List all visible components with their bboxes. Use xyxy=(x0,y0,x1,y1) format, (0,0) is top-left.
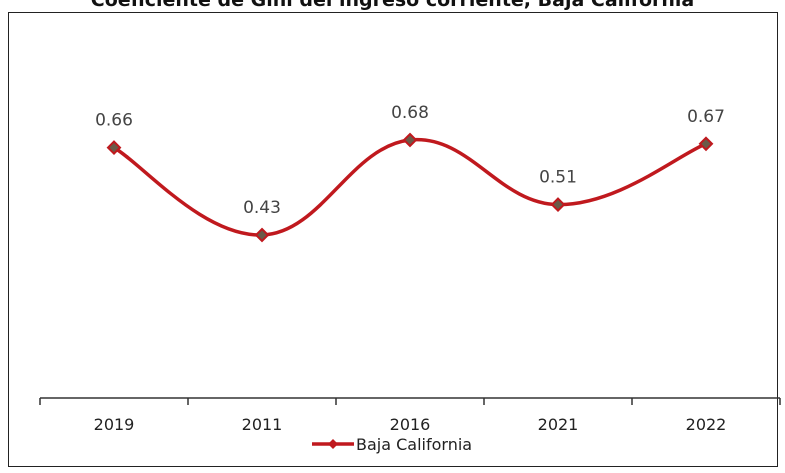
data-point-marker xyxy=(550,197,566,213)
marker-layer xyxy=(106,132,714,243)
x-tick-label: 2019 xyxy=(94,415,135,434)
data-label: 0.43 xyxy=(243,198,281,218)
chart-title: Coeficiente de Gini del ingreso corrient… xyxy=(90,0,695,11)
data-point-marker xyxy=(698,136,714,152)
legend-marker-swatch xyxy=(328,439,338,449)
x-axis: 2019 2011 2016 2021 2022 xyxy=(39,397,781,434)
x-tick-label: 2021 xyxy=(538,415,579,434)
series-line-baja-california xyxy=(112,138,708,237)
data-label: 0.66 xyxy=(95,111,133,131)
legend[interactable]: Baja California xyxy=(312,435,472,454)
chart-frame xyxy=(8,12,778,467)
x-tick-label: 2016 xyxy=(390,415,431,434)
data-label-layer: 0.66 0.43 0.68 0.51 0.67 xyxy=(95,103,725,218)
data-point-marker xyxy=(106,140,122,156)
data-label: 0.67 xyxy=(687,107,725,127)
data-label: 0.68 xyxy=(391,103,429,123)
data-point-marker xyxy=(402,132,418,148)
x-tick-label: 2011 xyxy=(242,415,283,434)
data-point-marker xyxy=(254,227,270,243)
data-label: 0.51 xyxy=(539,168,577,188)
x-tick-label: 2022 xyxy=(686,415,727,434)
legend-label: Baja California xyxy=(356,435,472,454)
series-line-layer xyxy=(112,138,708,237)
